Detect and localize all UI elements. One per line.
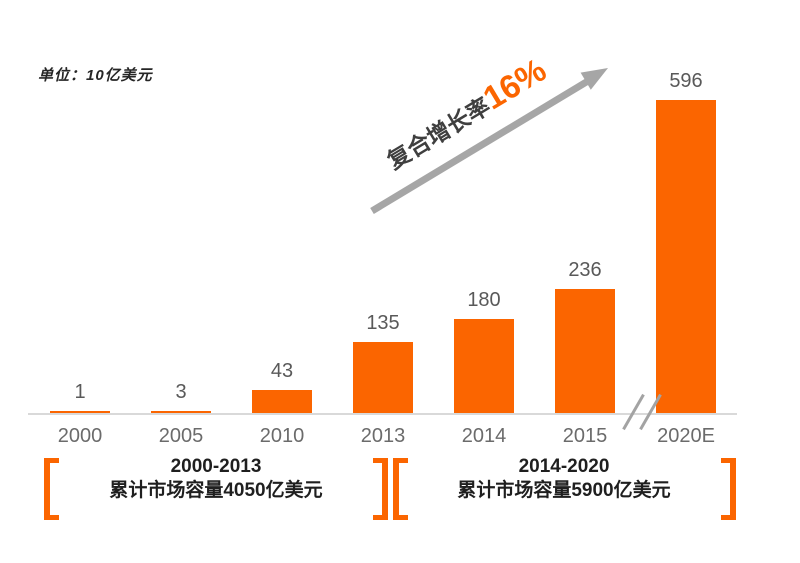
bar <box>454 318 514 413</box>
period-2-capacity: 累计市场容量5900亿美元 <box>457 480 671 501</box>
x-axis-category-label: 2013 <box>360 425 406 447</box>
bar <box>555 289 615 413</box>
period-2-range: 2014-2020 <box>518 456 610 477</box>
bar-value-label: 1 <box>74 381 86 403</box>
bar-value-label: 3 <box>175 381 187 403</box>
period-annotation-1: 2000-2013 累计市场容量4050亿美元 <box>62 455 370 503</box>
bar-value-label: 43 <box>270 360 294 383</box>
x-axis-category-label: 2010 <box>259 425 305 447</box>
bar-value-label: 180 <box>467 288 501 311</box>
bar <box>252 390 312 413</box>
bracket-open-icon <box>44 458 59 520</box>
bar <box>50 411 110 413</box>
x-axis-line <box>28 413 737 415</box>
x-axis-category-label: 2014 <box>461 425 507 447</box>
period-1-range: 2000-2013 <box>170 456 262 477</box>
period-1-capacity: 累计市场容量4050亿美元 <box>109 480 323 501</box>
bracket-close-icon <box>373 458 388 520</box>
bar-value-label: 596 <box>669 70 703 93</box>
x-axis-category-label: 2015 <box>562 425 608 447</box>
period-annotation-2: 2014-2020 累计市场容量5900亿美元 <box>410 455 718 503</box>
x-axis-category-label: 2005 <box>158 425 204 447</box>
bracket-close-icon <box>721 458 736 520</box>
x-axis-category-label: 2000 <box>57 425 103 447</box>
bar <box>656 100 716 413</box>
bar-value-label: 135 <box>366 312 400 335</box>
x-axis-category-label: 2020E <box>657 425 715 447</box>
bar <box>353 342 413 413</box>
bar <box>151 411 211 413</box>
unit-label: 单位：10亿美元 <box>38 67 153 84</box>
bracket-open-icon <box>393 458 408 520</box>
bar-value-label: 236 <box>568 259 602 282</box>
